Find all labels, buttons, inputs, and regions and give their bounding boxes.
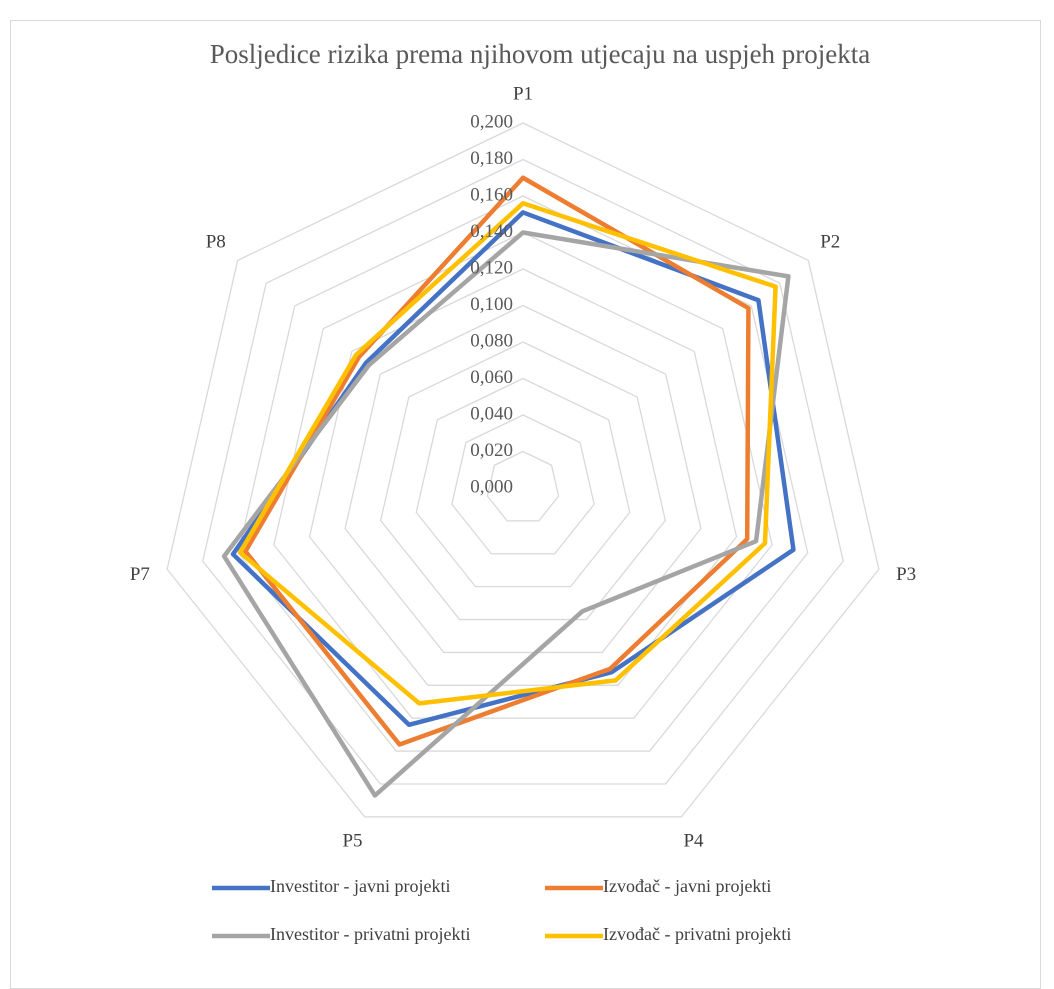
- grid-ring: [166, 122, 880, 818]
- series-line: [221, 230, 791, 798]
- category-label: P1: [513, 83, 533, 104]
- series-line: [237, 201, 778, 706]
- category-label: P2: [820, 231, 840, 252]
- grid-ring: [486, 450, 560, 522]
- chart-frame: [10, 20, 1041, 989]
- grid-ring: [451, 414, 595, 555]
- category-label: P5: [342, 830, 362, 851]
- legend-label: Izvođač - javni projekti: [603, 876, 771, 896]
- r-tick-label: 0,020: [470, 440, 513, 461]
- r-tick-label: 0,060: [470, 367, 513, 388]
- category-label: P7: [130, 564, 150, 585]
- r-tick-label: 0,160: [470, 184, 513, 205]
- r-tick-label: 0,200: [470, 111, 513, 132]
- r-tick-label: 0,040: [470, 403, 513, 424]
- grid-ring: [273, 231, 773, 719]
- legend-label: Investitor - privatni projekti: [270, 924, 470, 944]
- grid-ring: [202, 158, 844, 785]
- category-label: P8: [206, 231, 226, 252]
- grid-ring: [379, 341, 667, 621]
- r-tick-label: 0,120: [470, 257, 513, 278]
- category-label: P3: [896, 564, 916, 585]
- r-tick-label: 0,080: [470, 330, 513, 351]
- r-tick-label: 0,180: [470, 148, 513, 169]
- grid-ring: [237, 195, 809, 752]
- r-tick-label: 0,100: [470, 294, 513, 315]
- chart-title: Posljedice rizika prema njihovom utjecaj…: [210, 39, 871, 69]
- grid-ring: [415, 377, 631, 588]
- r-tick-label: 0,000: [470, 476, 513, 497]
- series-line: [243, 175, 751, 747]
- grid-ring: [344, 304, 702, 654]
- legend-label: Investitor - javni projekti: [270, 876, 450, 896]
- category-label: P4: [683, 830, 704, 851]
- legend-label: Izvođač - privatni projekti: [603, 924, 791, 944]
- r-tick-label: 0,140: [470, 221, 513, 242]
